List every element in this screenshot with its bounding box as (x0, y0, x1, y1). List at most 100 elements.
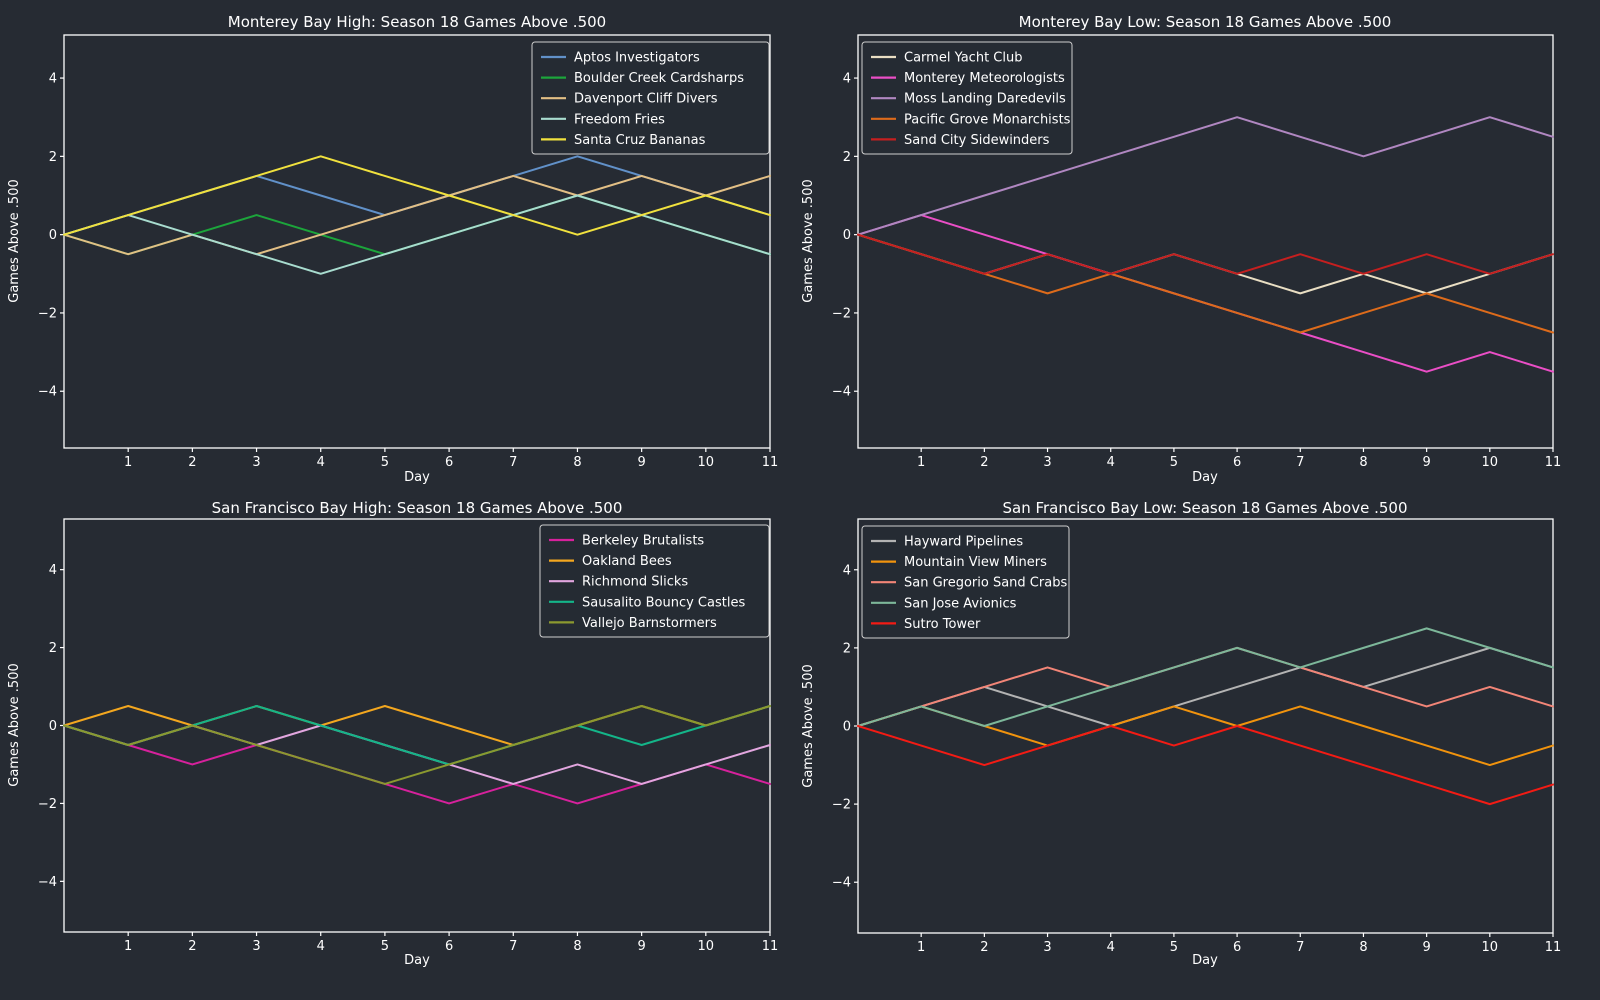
legend-item: Aptos Investigators (541, 51, 700, 66)
legend-box (539, 524, 770, 638)
legend-label: Vallejo Barnstormers (582, 616, 717, 631)
x-tick-label: 1 (124, 455, 132, 470)
x-tick-label: 8 (573, 939, 581, 954)
x-axis-label: Day (404, 470, 430, 485)
x-axis-label: Day (1192, 953, 1218, 968)
x-tick-label: 2 (980, 455, 988, 470)
series-line-san-jose-avionics (857, 627, 1554, 727)
y-tick-label: −2 (38, 306, 57, 321)
legend-item: Oakland Bees (549, 554, 672, 569)
legend-label: Carmel Yacht Club (904, 51, 1022, 66)
x-axis-label: Day (404, 953, 430, 968)
y-tick-label: 2 (843, 150, 851, 165)
y-tick-label: −4 (38, 385, 57, 400)
legend-label: San Gregorio Sand Crabs (904, 576, 1067, 591)
series-line-freedom-fries (63, 194, 771, 275)
legend-label: Monterey Meteorologists (904, 71, 1065, 86)
x-tick-label: 1 (917, 940, 925, 955)
y-tick-label: −4 (38, 875, 57, 890)
x-tick-label: 11 (1545, 455, 1562, 470)
y-tick-label: 4 (843, 72, 851, 87)
legend-label: Mountain View Miners (904, 555, 1047, 570)
x-tick-label: 1 (124, 939, 132, 954)
legend-item: San Jose Avionics (871, 596, 1017, 611)
y-tick-label: 2 (843, 641, 851, 656)
legend-item: Pacific Grove Monarchists (871, 112, 1071, 127)
y-tick-label: −4 (832, 876, 851, 891)
x-tick-label: 6 (445, 455, 453, 470)
x-tick-label: 2 (980, 940, 988, 955)
plot-svg: Monterey Bay Low: Season 18 Games Above … (801, 13, 1562, 485)
x-tick-label: 10 (698, 455, 715, 470)
legend-label: San Jose Avionics (904, 596, 1017, 611)
x-tick-label: 10 (1482, 455, 1499, 470)
axes-box (857, 34, 1554, 449)
x-tick-label: 5 (381, 939, 389, 954)
legend-label: Sausalito Bouncy Castles (582, 595, 745, 610)
x-tick-label: 10 (698, 939, 715, 954)
y-tick-label: 4 (843, 563, 851, 578)
x-tick-label: 7 (509, 455, 517, 470)
legend-item: Boulder Creek Cardsharps (541, 71, 744, 86)
x-tick-label: 11 (1545, 940, 1562, 955)
y-axis-label: Games Above .500 (801, 179, 816, 302)
legend-label: Freedom Fries (574, 112, 665, 127)
y-tick-label: −4 (832, 385, 851, 400)
series-line-pacific-grove-monarchists (857, 233, 1554, 334)
x-tick-label: 10 (1482, 940, 1499, 955)
legend-label: Sutro Tower (904, 617, 981, 632)
x-tick-label: 3 (252, 455, 260, 470)
y-tick-label: 4 (49, 72, 57, 87)
legend-box (531, 41, 770, 155)
x-tick-label: 5 (1170, 455, 1178, 470)
x-tick-label: 9 (637, 939, 645, 954)
x-tick-label: 5 (381, 455, 389, 470)
legend-item: Moss Landing Daredevils (871, 92, 1066, 107)
legend-label: Moss Landing Daredevils (904, 92, 1066, 107)
legend-item: Freedom Fries (541, 112, 665, 127)
series-line-davenport-cliff-divers (63, 174, 771, 256)
x-tick-label: 7 (1296, 940, 1304, 955)
y-tick-label: −2 (832, 306, 851, 321)
plot-svg: San Francisco Bay Low: Season 18 Games A… (801, 500, 1562, 968)
legend-item: Sausalito Bouncy Castles (549, 595, 745, 610)
chart-title: San Francisco Bay High: Season 18 Games … (212, 500, 623, 517)
legend-label: Aptos Investigators (574, 51, 700, 66)
y-tick-label: −2 (38, 797, 57, 812)
legend-item: Vallejo Barnstormers (549, 616, 717, 631)
x-tick-label: 4 (1107, 455, 1115, 470)
legend-label: Richmond Slicks (582, 575, 688, 590)
series-line-moss-landing-daredevils (857, 116, 1554, 236)
x-tick-label: 11 (762, 455, 779, 470)
chart-monterey-bay-low: Monterey Bay Low: Season 18 Games Above … (800, 0, 1600, 500)
y-tick-label: 0 (843, 720, 851, 735)
legend-label: Boulder Creek Cardsharps (574, 71, 744, 86)
x-tick-label: 9 (1422, 455, 1430, 470)
series-line-sand-city-sidewinders (857, 233, 1554, 275)
legend: Berkeley Brutalists Oakland Bees Richmond … (539, 524, 770, 638)
x-tick-label: 6 (1233, 455, 1241, 470)
legend-box (861, 525, 1070, 639)
legend-label: Hayward Pipelines (904, 535, 1023, 550)
x-tick-label: 2 (188, 939, 196, 954)
legend-label: Davenport Cliff Divers (574, 92, 718, 107)
x-tick-label: 1 (917, 455, 925, 470)
legend-box (861, 41, 1073, 155)
x-tick-label: 8 (1359, 455, 1367, 470)
legend-item: San Gregorio Sand Crabs (871, 576, 1067, 591)
y-axis-label: Games Above .500 (7, 663, 22, 786)
x-tick-label: 3 (1043, 455, 1051, 470)
y-tick-label: 0 (843, 228, 851, 243)
x-axis-label: Day (1192, 470, 1218, 485)
chart-title: Monterey Bay High: Season 18 Games Above… (228, 13, 606, 31)
chart-title: San Francisco Bay Low: Season 18 Games A… (1002, 500, 1407, 517)
legend-label: Berkeley Brutalists (582, 534, 704, 549)
x-tick-label: 8 (1359, 940, 1367, 955)
legend-label: Sand City Sidewinders (904, 133, 1050, 148)
series-line-sutro-tower (857, 725, 1554, 806)
x-tick-label: 9 (637, 455, 645, 470)
legend-item: Davenport Cliff Divers (541, 92, 718, 107)
x-tick-label: 8 (573, 455, 581, 470)
legend-item: Carmel Yacht Club (871, 51, 1022, 66)
